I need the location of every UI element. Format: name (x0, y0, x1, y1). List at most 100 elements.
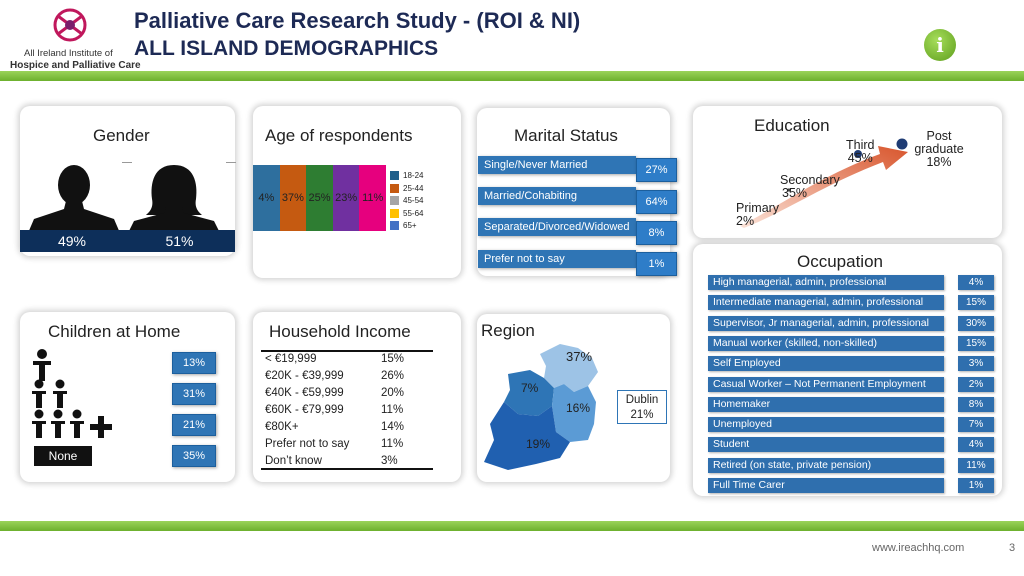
dublin-label: Dublin (625, 394, 659, 406)
education-third-label: Third 45% (846, 138, 875, 165)
income-label-3: €60K - €79,999 (265, 404, 344, 416)
education-postgrad-label: Post graduate 18% (914, 129, 964, 169)
income-bottom-rule (261, 468, 433, 470)
occupation-label-8: Student (708, 437, 944, 453)
region-ulster-value: 37% (566, 349, 593, 364)
marital-value-3: 1% (636, 252, 677, 276)
occupation-value-1: 15% (958, 295, 994, 311)
ireland-map (484, 344, 598, 470)
one-child-icon (33, 349, 51, 381)
logo-text-line1: All Ireland Institute of (24, 48, 113, 59)
age-bar-65+: 11% (359, 165, 386, 231)
education-point-third (854, 150, 862, 158)
education-primary-label: Primary 2% (736, 201, 780, 228)
occupation-label-4: Self Employed (708, 356, 944, 372)
occupation-value-5: 2% (958, 376, 994, 392)
children-title: Children at Home (48, 322, 181, 341)
marital-title: Marital Status (514, 126, 618, 145)
age-legend-label-65+: 65+ (403, 221, 417, 230)
children-value-1: 31% (172, 383, 216, 405)
occupation-value-9: 11% (958, 457, 994, 473)
region-leinster-value: 16% (566, 401, 591, 415)
occupation-title: Occupation (797, 252, 883, 271)
marital-label-0: Single/Never Married (478, 156, 636, 174)
occupation-label-9: Retired (on state, private pension) (708, 457, 944, 473)
occupation-value-4: 3% (958, 356, 994, 372)
map-leinster (552, 384, 596, 442)
income-value-5: 11% (381, 438, 404, 450)
occupation-value-0: 4% (958, 275, 994, 290)
income-label-5: Prefer not to say (265, 438, 350, 450)
page-subtitle: ALL ISLAND DEMOGRAPHICS (134, 37, 439, 60)
income-value-1: 26% (381, 370, 405, 382)
income-title: Household Income (269, 322, 411, 341)
footer-divider (0, 521, 1024, 531)
two-children-icon (32, 379, 67, 408)
marital-label-3: Prefer not to say (478, 250, 636, 268)
age-legend-swatch-65+ (390, 221, 399, 230)
female-percentage: 51% (124, 230, 235, 252)
age-legend-swatch-18-24 (390, 171, 399, 180)
age-bar-25-44: 37% (279, 165, 307, 231)
dublin-value: 21% (630, 409, 654, 421)
logo: All Ireland Institute of Hospice and Pal… (10, 6, 141, 72)
male-percentage: 49% (20, 230, 124, 252)
children-family-icon (32, 349, 112, 438)
income-label-1: €20K - €39,999 (265, 370, 344, 382)
region-connacht-value: 7% (521, 381, 539, 395)
children-none-label: None (34, 446, 92, 466)
age-legend-label-18-24: 18-24 (403, 171, 424, 180)
income-label-4: €80K+ (265, 421, 299, 433)
education-secondary-label: Secondary 35% (780, 173, 840, 200)
age-legend-swatch-25-44 (390, 183, 399, 193)
marital-value-2: 8% (636, 221, 677, 245)
occupation-value-3: 15% (958, 335, 994, 351)
education-point-postgrad (896, 138, 908, 150)
income-value-3: 11% (381, 404, 404, 416)
income-value-0: 15% (381, 353, 405, 365)
age-bar-55-64: 23% (332, 165, 360, 231)
income-value-2: 20% (381, 387, 405, 399)
occupation-label-3: Manual worker (skilled, non-skilled) (708, 335, 944, 351)
occupation-label-2: Supervisor, Jr managerial, admin, profes… (708, 315, 944, 331)
page-number: 3 (1009, 542, 1016, 554)
female-silhouette-icon (128, 165, 220, 233)
occupation-value-10: 1% (958, 478, 994, 493)
age-legend-label-55-64: 55-64 (403, 208, 424, 218)
map-connacht (504, 370, 554, 416)
gender-title: Gender (93, 126, 150, 145)
occupation-label-7: Unemployed (708, 417, 944, 433)
marital-label-1: Married/Cohabiting (478, 187, 636, 205)
children-value-0: 13% (172, 352, 216, 374)
age-legend-label-25-44: 25-44 (403, 183, 424, 193)
logo-text-line2: Hospice and Palliative Care (10, 60, 141, 71)
occupation-label-0: High managerial, admin, professional (708, 275, 944, 290)
income-value-4: 14% (381, 421, 405, 433)
occupation-label-6: Homemaker (708, 396, 944, 412)
header-divider (0, 71, 1024, 81)
dublin-callout: Dublin 21% (617, 390, 667, 424)
marital-label-2: Separated/Divorced/Widowed (478, 218, 636, 236)
occupation-label-5: Casual Worker – Not Permanent Employment (708, 376, 944, 392)
marital-value-0: 27% (636, 158, 677, 182)
info-icon[interactable]: i (924, 29, 956, 61)
income-value-6: 3% (381, 455, 398, 467)
occupation-value-8: 4% (958, 437, 994, 453)
marital-value-1: 64% (636, 190, 677, 214)
income-label-2: €40K - €59,999 (265, 387, 344, 399)
income-label-0: < €19,999 (265, 353, 317, 365)
children-value-3: 35% (172, 445, 216, 467)
occupation-label-1: Intermediate managerial, admin, professi… (708, 295, 944, 311)
footer-url[interactable]: www.ireachhq.com (872, 542, 965, 554)
age-bar-18-24: 4% (253, 165, 280, 231)
region-title: Region (481, 321, 535, 340)
occupation-value-6: 8% (958, 396, 994, 412)
page-title: Palliative Care Research Study - (ROI & … (134, 8, 581, 33)
occupation-label-10: Full Time Carer (708, 478, 944, 493)
occupation-value-7: 7% (958, 417, 994, 433)
occupation-value-2: 30% (958, 315, 994, 331)
map-munster (484, 402, 570, 470)
income-card (253, 312, 461, 482)
age-bar-45-54: 25% (306, 165, 333, 231)
education-point-secondary (787, 188, 791, 192)
